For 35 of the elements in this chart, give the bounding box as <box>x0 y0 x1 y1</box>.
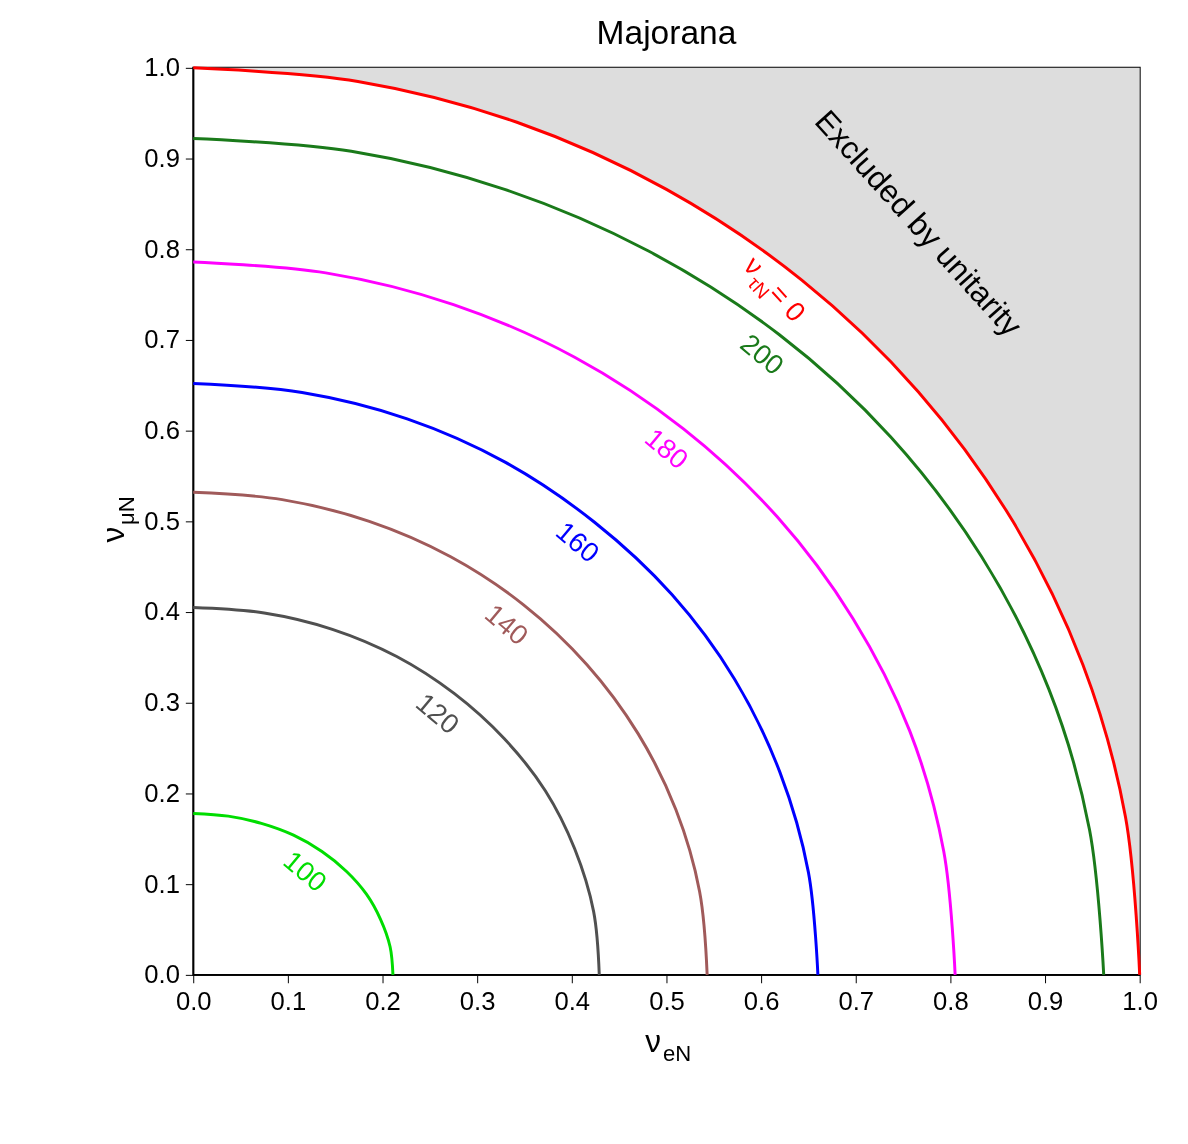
x-tick-label: 0.2 <box>365 986 401 1015</box>
text: ντN = 0 <box>737 250 812 328</box>
y-tick-label: 0.9 <box>144 143 180 172</box>
line-series <box>191 382 820 977</box>
line-series <box>191 606 601 977</box>
x-tick-label: 0.5 <box>649 986 685 1015</box>
x-tick-label: 1.0 <box>1122 986 1158 1015</box>
text: 140 <box>479 597 535 652</box>
y-tick-label: 1.0 <box>144 53 180 82</box>
x-tick-label: 0.4 <box>554 986 591 1015</box>
x-tick-label: 0.1 <box>270 986 307 1015</box>
y-tick-label: 0.3 <box>144 688 180 717</box>
y-tick-label: 0.1 <box>144 869 180 898</box>
x-tick-label: 0.7 <box>838 986 875 1015</box>
text: 100 <box>277 844 333 898</box>
x-tick-label: 0.9 <box>1027 986 1064 1015</box>
y-tick-label: 0.5 <box>144 506 180 535</box>
text: 120 <box>410 686 466 741</box>
x-tick-label: 0.8 <box>933 986 969 1015</box>
x-tick-label: 0.6 <box>743 986 780 1015</box>
line-series <box>191 490 709 977</box>
text: 160 <box>550 515 606 569</box>
y-axis-title: νμN <box>95 496 139 543</box>
text: 180 <box>639 421 695 476</box>
y-tick-label: 0.2 <box>144 778 180 807</box>
y-tick-label: 0.7 <box>144 325 180 354</box>
text: 200 <box>734 327 790 381</box>
y-tick-label: 0.4 <box>144 597 180 626</box>
x-tick-label: 0.3 <box>459 986 496 1015</box>
line-series <box>191 811 395 977</box>
y-tick-label: 0.0 <box>144 960 180 989</box>
chart-title: Majorana <box>596 14 737 52</box>
x-tick-label: 0.0 <box>175 986 212 1015</box>
y-tick-label: 0.8 <box>144 234 180 263</box>
y-tick-label: 0.6 <box>144 416 180 445</box>
